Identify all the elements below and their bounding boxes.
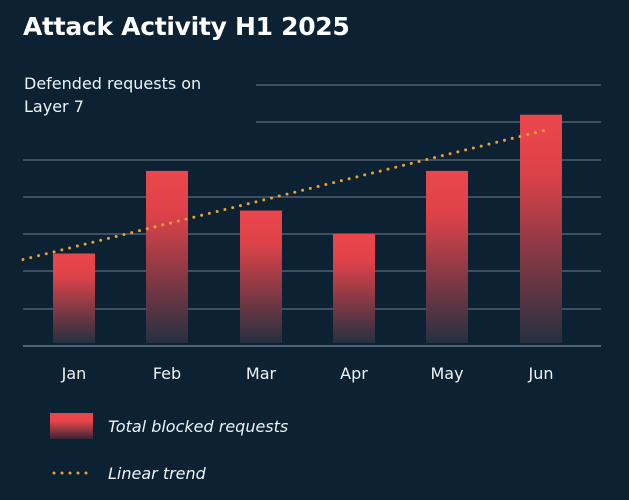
x-tick-label: Apr xyxy=(340,364,368,383)
bar-may xyxy=(426,170,468,343)
bar-jan xyxy=(53,253,95,343)
trend-line xyxy=(21,127,552,262)
bar-feb xyxy=(146,170,188,343)
legend-bar-label: Total blocked requests xyxy=(108,417,289,436)
x-tick-label: May xyxy=(430,364,463,383)
legend-trend-swatch xyxy=(52,471,96,475)
x-tick-labels: Jan Feb Mar Apr May Jun xyxy=(61,364,554,383)
linear-trend-line xyxy=(21,127,552,262)
bar-jun xyxy=(520,114,562,343)
y-axis-label: Defended requests on Layer 7 xyxy=(24,74,202,116)
bar-apr xyxy=(333,233,375,343)
legend-bar-swatch xyxy=(50,413,93,439)
chart-title: Attack Activity H1 2025 xyxy=(23,12,350,41)
x-tick-label: Mar xyxy=(246,364,277,383)
bar-mar xyxy=(240,210,282,343)
bars xyxy=(53,114,562,343)
legend-trend-label: Linear trend xyxy=(108,464,206,483)
x-tick-label: Jun xyxy=(528,364,554,383)
bar-chart: Jan Feb Mar Apr May Jun xyxy=(21,84,601,383)
gridlines xyxy=(23,84,601,347)
x-tick-label: Jan xyxy=(61,364,87,383)
x-tick-label: Feb xyxy=(153,364,181,383)
